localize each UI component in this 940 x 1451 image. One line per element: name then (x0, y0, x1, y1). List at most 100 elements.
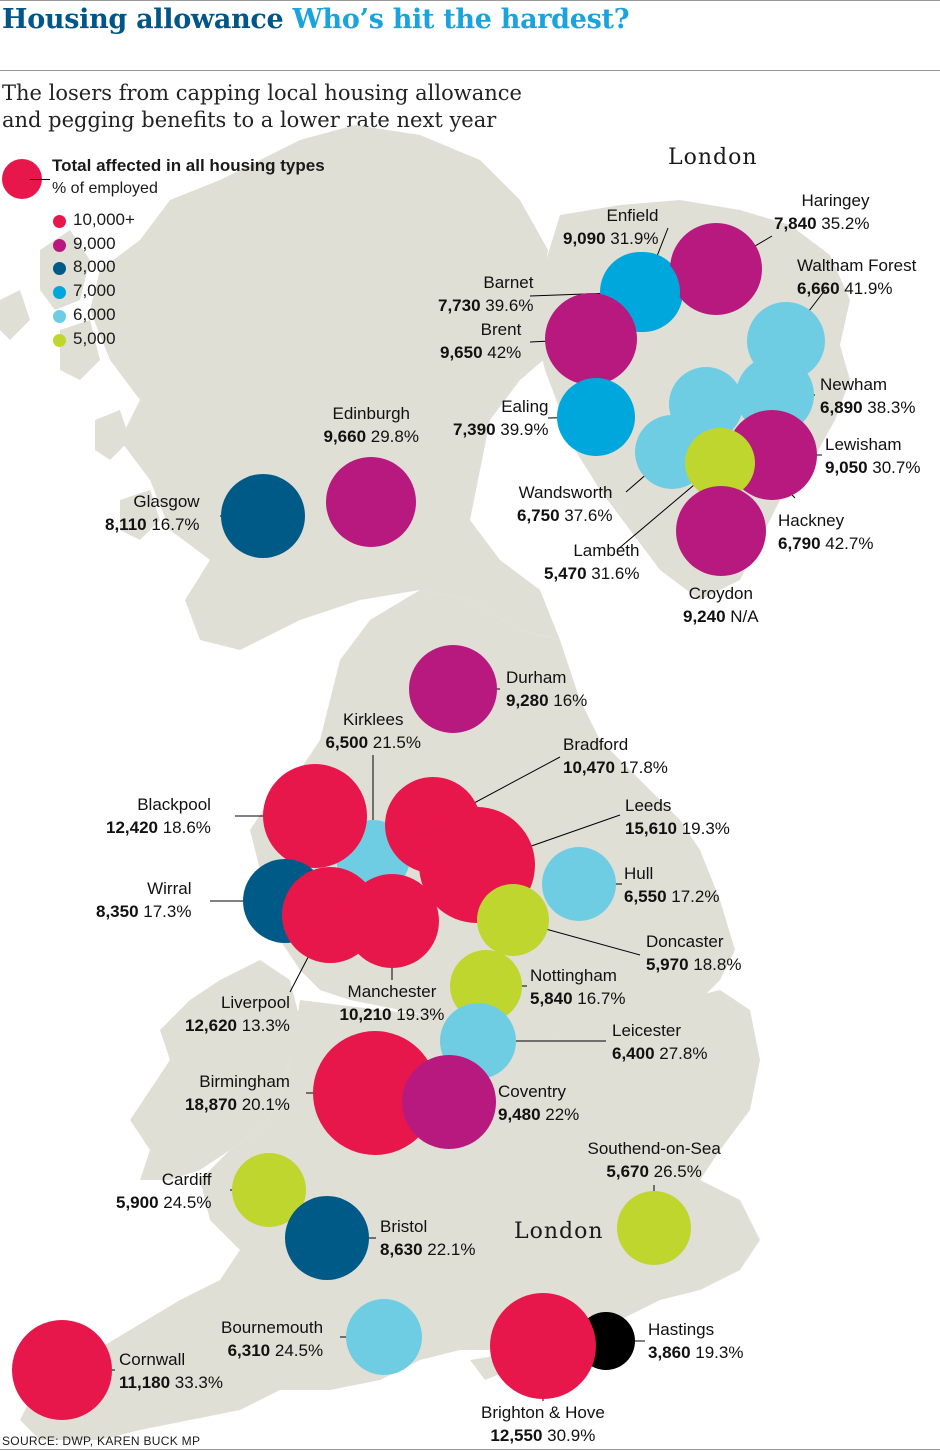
place-count: 11,180 (119, 1373, 171, 1392)
place-count: 8,350 (96, 902, 139, 921)
place-percent: 26.5% (648, 1162, 702, 1181)
place-percent: 41.9% (839, 279, 893, 298)
label-kirklees: Kirklees 6,500 21.5% (326, 708, 421, 754)
place-values: 7,730 39.6% (438, 296, 533, 315)
legend-label: 8,000 (73, 257, 116, 277)
place-count: 5,670 (606, 1162, 649, 1181)
place-count: 12,550 (490, 1426, 543, 1445)
place-percent: 13.3% (237, 1016, 290, 1035)
place-percent: 17.8% (615, 758, 668, 777)
place-count: 10,470 (563, 758, 615, 777)
place-name: Coventry (498, 1082, 567, 1101)
place-values: 6,790 42.7% (778, 534, 873, 553)
island-4 (0, 290, 30, 340)
place-name: Hackney (778, 511, 845, 530)
place-count: 9,280 (506, 691, 549, 710)
bubble-glasgow (221, 474, 305, 558)
label-bradford: Bradford 10,470 17.8% (563, 733, 668, 779)
place-percent: 22% (540, 1105, 580, 1124)
place-values: 9,650 42% (440, 343, 521, 362)
place-values: 8,630 22.1% (380, 1240, 475, 1259)
place-percent: 19.3% (690, 1343, 744, 1362)
place-count: 7,840 (774, 214, 817, 233)
place-name: Ealing (501, 397, 549, 416)
place-count: 6,890 (820, 398, 863, 417)
place-values: 6,890 38.3% (820, 398, 915, 417)
place-name: Hull (624, 864, 654, 883)
scotland-land (90, 125, 560, 650)
bubble-doncaster (477, 884, 549, 956)
legend-dot (53, 333, 66, 347)
place-values: 12,620 13.3% (185, 1016, 290, 1035)
label-ealing: Ealing 7,390 39.9% (453, 395, 548, 441)
wales-land (130, 960, 300, 1180)
place-values: 10,210 19.3% (340, 1005, 445, 1024)
label-manchester: Manchester 10,210 19.3% (340, 980, 445, 1026)
place-name: Leeds (625, 796, 672, 815)
london-map-label: London (514, 1219, 604, 1244)
place-count: 10,210 (339, 1005, 392, 1024)
place-count: 5,900 (116, 1193, 159, 1212)
label-lambeth: Lambeth 5,470 31.6% (544, 539, 639, 585)
place-name: Glasgow (133, 492, 200, 511)
label-barnet: Barnet 7,730 39.6% (438, 271, 533, 317)
label-bristol: Bristol 8,630 22.1% (380, 1215, 475, 1261)
place-count: 12,420 (106, 818, 158, 837)
place-percent: 27.8% (654, 1044, 708, 1063)
label-coventry: Coventry 9,480 22% (498, 1080, 579, 1126)
place-values: 15,610 19.3% (625, 819, 730, 838)
legend-dot (53, 309, 66, 323)
standfirst-line-1: The losers from capping local housing al… (2, 81, 522, 105)
place-name: Lambeth (573, 541, 640, 560)
label-lewisham: Lewisham 9,050 30.7% (825, 433, 920, 479)
source-credit: SOURCE: DWP, KAREN BUCK MP (2, 1434, 201, 1448)
bubble-birmingham (313, 1031, 437, 1155)
place-values: 6,500 21.5% (326, 733, 421, 752)
place-values: 5,970 18.8% (646, 955, 741, 974)
place-name: Brent (480, 320, 522, 339)
label-hastings: Hastings 3,860 19.3% (648, 1318, 743, 1364)
place-count: 6,750 (517, 506, 560, 525)
place-name: Edinburgh (332, 404, 410, 423)
place-percent: 16.7% (146, 515, 200, 534)
place-count: 6,400 (612, 1044, 655, 1063)
place-percent: 39.6% (480, 296, 534, 315)
place-percent: 38.3% (862, 398, 916, 417)
legend-title: Total affected in all housing types (52, 156, 325, 175)
place-values: 8,110 16.7% (105, 515, 200, 534)
place-count: 9,480 (498, 1105, 541, 1124)
place-count: 9,650 (440, 343, 483, 362)
place-values: 3,860 19.3% (648, 1343, 743, 1362)
label-leicester: Leicester 6,400 27.8% (612, 1019, 707, 1065)
place-count: 9,090 (563, 229, 606, 248)
place-percent: 31.6% (586, 564, 640, 583)
place-percent: 42% (482, 343, 522, 362)
bubble-coventry (402, 1055, 496, 1149)
place-percent: 18.8% (688, 955, 742, 974)
bubble-edinburgh (326, 457, 416, 547)
place-values: 9,050 30.7% (825, 458, 920, 477)
place-name: Cardiff (161, 1170, 212, 1189)
place-count: 6,550 (624, 887, 667, 906)
place-values: 9,280 16% (506, 691, 587, 710)
label-durham: Durham 9,280 16% (506, 666, 587, 712)
place-percent: 42.7% (820, 534, 874, 553)
label-wirral: Wirral 8,350 17.3% (96, 877, 191, 923)
island-2 (60, 320, 100, 380)
bubble-southend (617, 1191, 691, 1265)
place-values: 7,840 35.2% (774, 214, 869, 233)
place-name: Haringey (801, 191, 870, 210)
place-values: 8,350 17.3% (96, 902, 191, 921)
island-5 (120, 490, 160, 540)
place-count: 9,050 (825, 458, 868, 477)
place-percent: 31.9% (605, 229, 659, 248)
label-hull: Hull 6,550 17.2% (624, 862, 719, 908)
legend-dot (53, 238, 66, 252)
place-percent: 35.2% (816, 214, 870, 233)
label-leeds: Leeds 15,610 19.3% (625, 794, 730, 840)
land-mass (0, 125, 850, 1440)
place-count: 6,310 (227, 1341, 271, 1360)
standfirst-line-2: and pegging benefits to a lower rate nex… (2, 108, 497, 132)
place-name: Blackpool (137, 795, 211, 814)
place-count: 9,660 (323, 427, 367, 446)
